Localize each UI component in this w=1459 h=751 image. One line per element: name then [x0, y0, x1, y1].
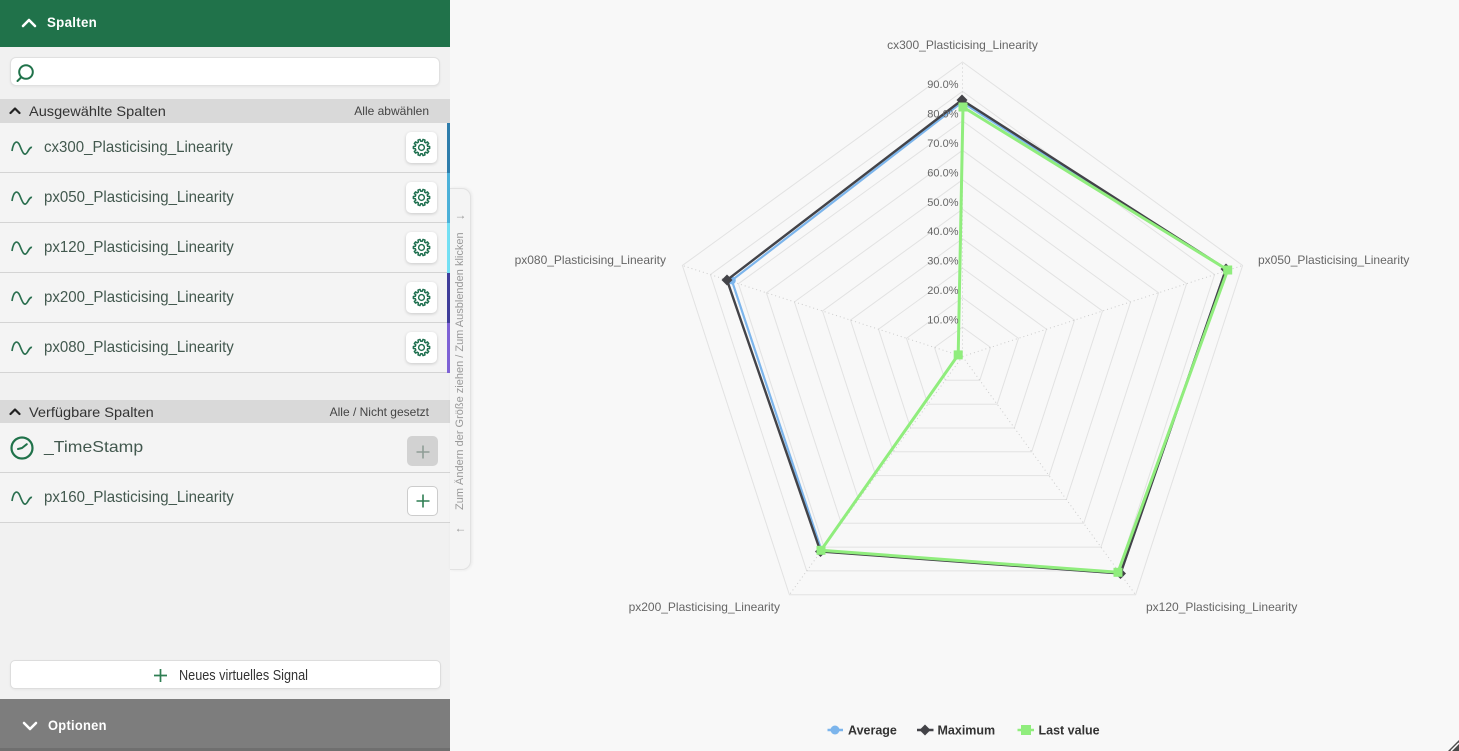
svg-text:40.0%: 40.0%	[927, 226, 958, 238]
svg-text:20.0%: 20.0%	[927, 285, 958, 297]
svg-text:90.0%: 90.0%	[927, 79, 958, 91]
svg-text:Last value: Last value	[1039, 724, 1100, 738]
svg-text:px050_Plasticising_Linearity: px050_Plasticising_Linearity	[1258, 253, 1409, 267]
svg-text:30.0%: 30.0%	[927, 256, 958, 268]
svg-text:px080_Plasticising_Linearity: px080_Plasticising_Linearity	[515, 253, 666, 267]
svg-text:80.0%: 80.0%	[927, 108, 958, 120]
svg-text:px120_Plasticising_Linearity: px120_Plasticising_Linearity	[1146, 600, 1297, 614]
svg-text:60.0%: 60.0%	[927, 167, 958, 179]
svg-text:50.0%: 50.0%	[927, 197, 958, 209]
svg-text:px200_Plasticising_Linearity: px200_Plasticising_Linearity	[629, 600, 780, 614]
svg-text:10.0%: 10.0%	[927, 315, 958, 327]
svg-text:cx300_Plasticising_Linearity: cx300_Plasticising_Linearity	[887, 38, 1038, 52]
svg-text:70.0%: 70.0%	[927, 138, 958, 150]
svg-text:Maximum: Maximum	[938, 724, 996, 738]
svg-text:Average: Average	[848, 724, 897, 738]
